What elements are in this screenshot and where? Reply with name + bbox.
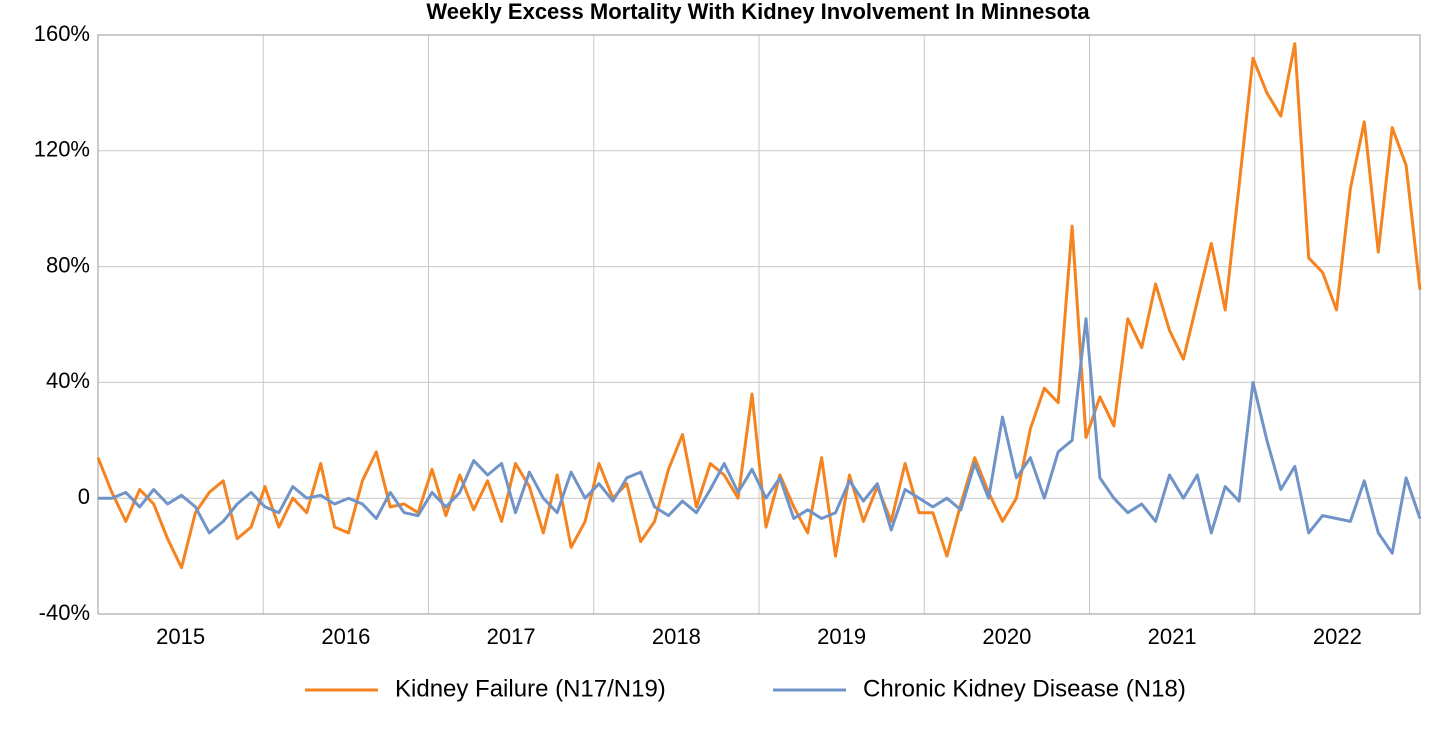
- series-line: [98, 317, 1422, 555]
- y-tick-label: -40%: [39, 600, 90, 625]
- chart-title: Weekly Excess Mortality With Kidney Invo…: [426, 0, 1090, 24]
- x-tick-label: 2022: [1313, 624, 1362, 649]
- x-tick-label: 2016: [321, 624, 370, 649]
- x-tick-label: 2018: [652, 624, 701, 649]
- series-line: [96, 42, 1422, 570]
- y-tick-label: 120%: [34, 137, 90, 162]
- x-tick-label: 2019: [817, 624, 866, 649]
- x-tick-label: 2021: [1148, 624, 1197, 649]
- x-tick-label: 2017: [487, 624, 536, 649]
- x-tick-label: 2015: [156, 624, 205, 649]
- y-tick-label: 160%: [34, 21, 90, 46]
- y-tick-label: 0: [78, 484, 90, 509]
- legend-text: Kidney Failure (N17/N19): [395, 675, 666, 702]
- legend-text: Chronic Kidney Disease (N18): [863, 675, 1186, 702]
- x-tick-label: 2020: [982, 624, 1031, 649]
- y-tick-label: 40%: [46, 368, 90, 393]
- y-tick-label: 80%: [46, 252, 90, 277]
- plot-frame: [97, 34, 1421, 615]
